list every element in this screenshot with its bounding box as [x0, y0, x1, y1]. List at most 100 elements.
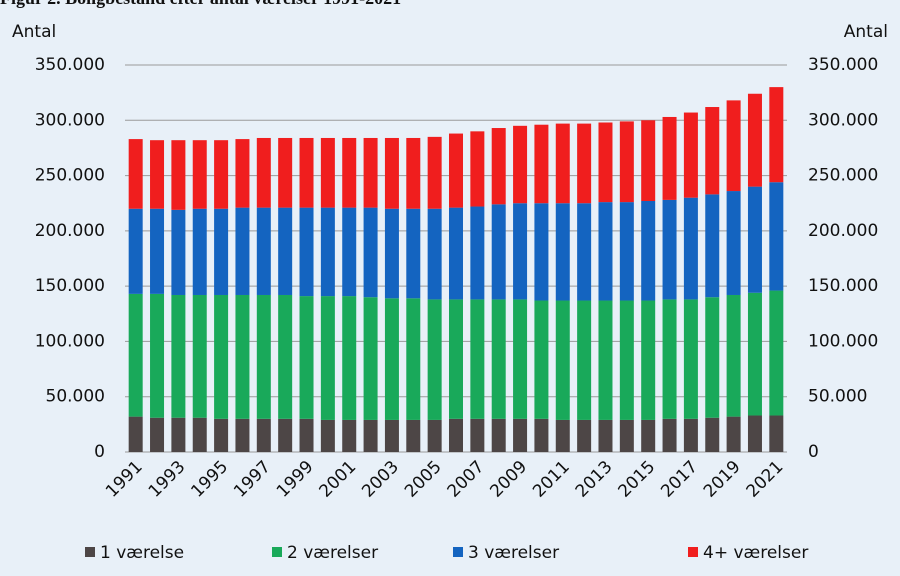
bar-segment	[192, 294, 207, 418]
bar-segment	[150, 208, 165, 294]
bar-segment	[470, 131, 485, 207]
y-tick-label: 50.000	[46, 387, 105, 407]
bar-segment	[406, 298, 421, 420]
legend-label: 2 værelser	[287, 543, 378, 563]
y2-tick-label: 350.000	[808, 55, 878, 75]
bar-segment	[384, 419, 399, 452]
y-tick-label: 0	[94, 442, 105, 462]
bar-segment	[299, 296, 314, 419]
y2-tick-label: 200.000	[808, 221, 878, 241]
bar-segment	[406, 419, 421, 452]
legend-label: 1 værelse	[100, 543, 184, 563]
bar-segment	[235, 418, 250, 452]
bar-segment	[363, 297, 378, 420]
y2-tick-label: 100.000	[808, 331, 878, 351]
bar-segment	[171, 294, 186, 418]
legend-swatch	[85, 547, 95, 557]
bar-segment	[619, 121, 634, 203]
bar-segment	[363, 419, 378, 452]
bar-segment	[619, 419, 634, 452]
bar-segment	[747, 186, 762, 293]
bar-segment	[598, 202, 613, 301]
bar-segment	[662, 418, 677, 452]
bar-segment	[192, 140, 207, 209]
bar-segment	[342, 419, 357, 452]
bar-segment	[726, 191, 741, 295]
legend-swatch	[272, 547, 282, 557]
bar-segment	[363, 137, 378, 208]
bar-segment	[705, 297, 720, 418]
bar-segment	[598, 300, 613, 420]
bar-segment	[342, 296, 357, 420]
bar-segment	[683, 299, 698, 419]
legend-swatch	[453, 547, 463, 557]
y-tick-label: 200.000	[35, 221, 105, 241]
bar-segment	[320, 137, 335, 208]
bar-segment	[747, 292, 762, 416]
bar-segment	[384, 137, 399, 209]
bar-segment	[427, 136, 442, 209]
bar-segment	[384, 298, 399, 420]
bar-segment	[192, 417, 207, 452]
bar-segment	[726, 100, 741, 192]
bar-segment	[641, 419, 656, 452]
bar-segment	[577, 419, 592, 452]
y2-tick-label: 50.000	[808, 387, 867, 407]
bar-segment	[641, 120, 656, 202]
bar-segment	[577, 123, 592, 204]
bar-segment	[214, 140, 229, 209]
bar-segment	[256, 294, 271, 419]
bar-segment	[769, 182, 784, 291]
bar-segment	[427, 208, 442, 300]
y-tick-label: 350.000	[35, 55, 105, 75]
bar-segment	[235, 207, 250, 295]
bar-segment	[256, 207, 271, 295]
bar-segment	[278, 207, 293, 295]
bar-segment	[299, 207, 314, 297]
bar-segment	[320, 207, 335, 297]
bar-segment	[577, 300, 592, 420]
y-axis-label: Antal	[12, 22, 56, 42]
bar-segment	[278, 137, 293, 208]
legend-swatch	[688, 547, 698, 557]
bar-segment	[555, 203, 570, 301]
bar-segment	[192, 208, 207, 295]
bar-segment	[171, 140, 186, 210]
y-tick-label: 250.000	[35, 166, 105, 186]
bar-segment	[534, 203, 549, 301]
bar-segment	[406, 137, 421, 209]
legend-label: 4+ værelser	[703, 543, 808, 563]
bar-segment	[534, 124, 549, 204]
bar-segment	[555, 300, 570, 420]
bar-segment	[150, 417, 165, 452]
bar-segment	[662, 199, 677, 300]
bar-segment	[726, 294, 741, 417]
bar-segment	[769, 290, 784, 416]
bar-segment	[214, 294, 229, 419]
bar-segment	[619, 202, 634, 301]
bar-segment	[534, 418, 549, 452]
bar-segment	[726, 416, 741, 452]
bar-segment	[641, 201, 656, 301]
bar-segment	[299, 418, 314, 452]
bar-segment	[128, 293, 143, 417]
bar-segment	[449, 418, 463, 452]
bar-segment	[747, 415, 762, 452]
bar-segment	[513, 203, 528, 300]
bar-segment	[427, 299, 442, 420]
bar-segment	[769, 87, 784, 183]
bar-segment	[491, 204, 506, 300]
bar-segment	[598, 419, 613, 452]
bar-segment	[299, 137, 314, 208]
bar-segment	[705, 194, 720, 298]
bar-segment	[128, 208, 143, 294]
bar-segment	[235, 139, 250, 208]
bar-segment	[449, 207, 463, 300]
bar-segment	[449, 299, 463, 419]
bar-segment	[235, 294, 250, 419]
bar-segment	[662, 299, 677, 419]
bar-segment	[470, 299, 485, 419]
bar-segment	[214, 208, 229, 295]
bar-segment	[555, 123, 570, 204]
